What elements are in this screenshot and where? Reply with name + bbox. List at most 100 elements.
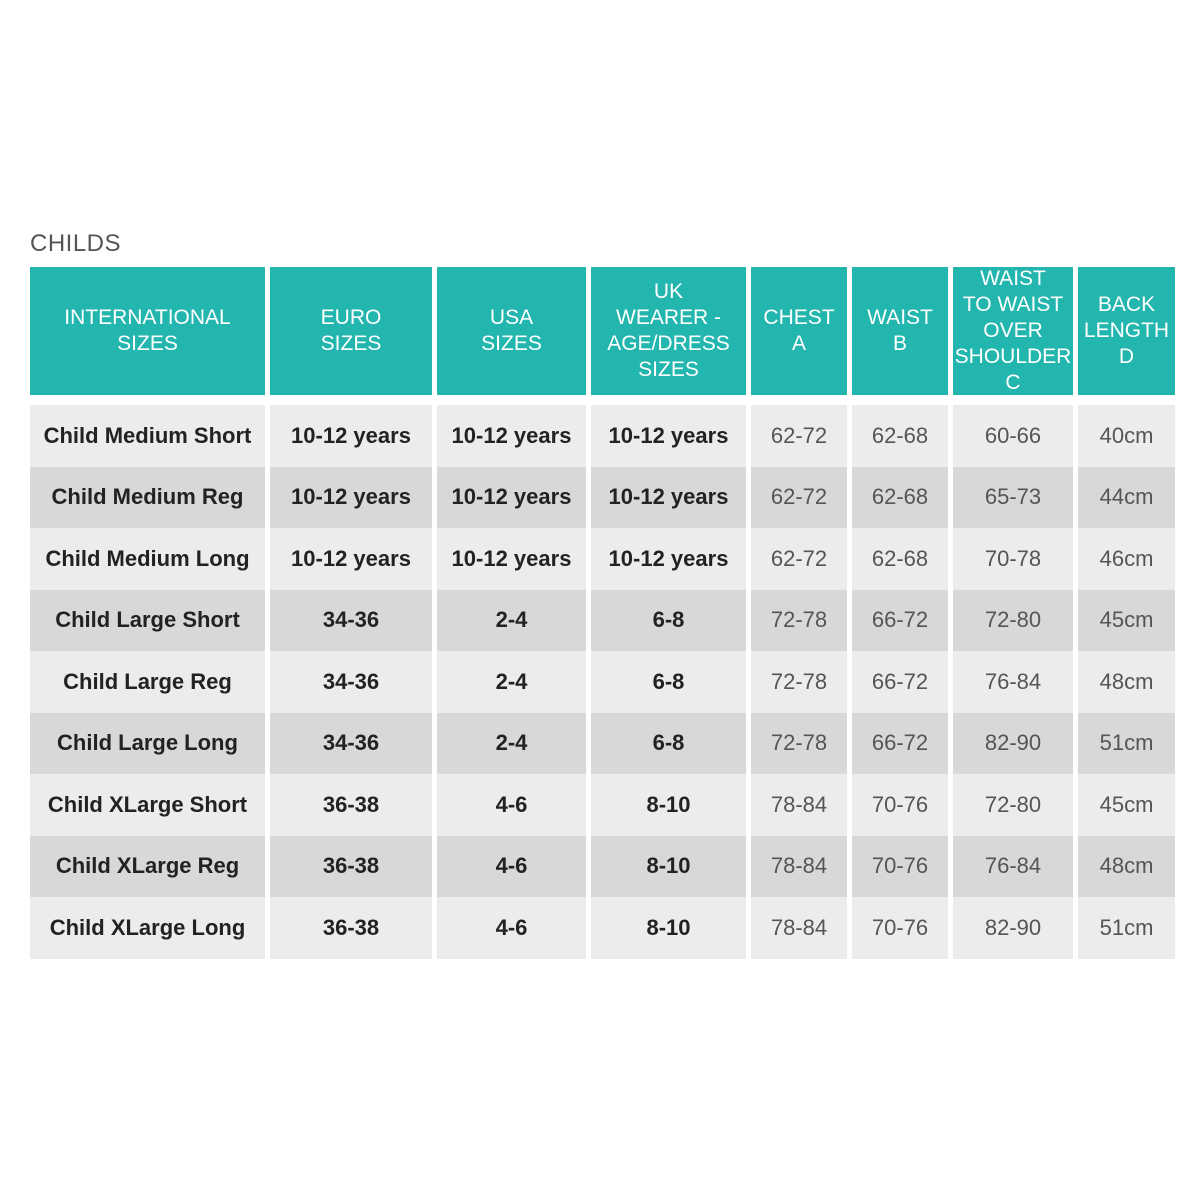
header-line: INTERNATIONAL [64,306,231,329]
header-line: B [892,332,907,355]
header-line: A [791,332,806,355]
table-cell: 36-38 [270,774,432,836]
table-cell: 34-36 [270,712,432,774]
table-cell: 10-12 years [591,405,746,467]
table-cell: 36-38 [270,897,432,959]
table-cell: 72-78 [751,589,847,651]
table-cell: 4-6 [437,835,586,897]
table-cell: 72-78 [751,651,847,713]
table-cell: 10-12 years [270,466,432,528]
table-cell: 10-12 years [270,528,432,590]
table-cell: 65-73 [953,466,1073,528]
table-cell: 10-12 years [437,528,586,590]
table-cell: 51cm [1078,897,1175,959]
table-cell: 78-84 [751,835,847,897]
table-cell: 62-72 [751,466,847,528]
table-cell: Child Medium Reg [30,466,265,528]
header-cell: WAIST B [852,267,948,395]
header-line: WEARER - [616,306,721,329]
table-cell: 6-8 [591,712,746,774]
header-line: UK [653,280,684,303]
header-cell: WAIST TO WAIST OVER SHOULDER C [953,267,1073,395]
header-line: USA [489,306,534,329]
header-line: CHEST [763,306,835,329]
table-cell: Child XLarge Long [30,897,265,959]
table-cell: 10-12 years [591,528,746,590]
table-cell: 51cm [1078,712,1175,774]
table-cell: 4-6 [437,897,586,959]
table-cell: 44cm [1078,466,1175,528]
table-cell: 2-4 [437,712,586,774]
table-cell: 45cm [1078,589,1175,651]
table-cell: 36-38 [270,835,432,897]
table-cell: 62-72 [751,528,847,590]
header-line: WAIST [980,267,1046,290]
table-cell: 82-90 [953,712,1073,774]
header-line: D [1118,345,1135,368]
table-cell: 10-12 years [437,466,586,528]
table-cell: Child Medium Long [30,528,265,590]
header-line: SIZES [481,332,542,355]
header-line: LENGTH [1083,319,1170,342]
table-cell: 72-80 [953,774,1073,836]
table-cell: 66-72 [852,712,948,774]
table-cell: Child Large Long [30,712,265,774]
header-line: BACK [1097,293,1156,316]
header-cell: INTERNATIONAL SIZES [30,267,265,395]
table-cell: Child XLarge Short [30,774,265,836]
table-cell: 70-76 [852,835,948,897]
table-cell: 66-72 [852,589,948,651]
table-cell: 82-90 [953,897,1073,959]
table-cell: Child Large Reg [30,651,265,713]
header-line: TO WAIST [962,293,1064,316]
table-cell: 76-84 [953,835,1073,897]
table-cell: 6-8 [591,589,746,651]
table-cell: 8-10 [591,835,746,897]
header-cell: UK WEARER - AGE/DRESS SIZES [591,267,746,395]
table-cell: 4-6 [437,774,586,836]
table-title: CHILDS [30,230,122,257]
table-cell: 34-36 [270,651,432,713]
table-cell: 8-10 [591,774,746,836]
table-cell: 10-12 years [270,405,432,467]
header-line: SIZES [320,332,382,355]
table-cell: 6-8 [591,651,746,713]
table-cell: 8-10 [591,897,746,959]
table-cell: 70-78 [953,528,1073,590]
table-cell: 60-66 [953,405,1073,467]
header-line: SIZES [117,332,178,355]
header-cell: CHEST A [751,267,847,395]
table-cell: 34-36 [270,589,432,651]
table-cell: 78-84 [751,774,847,836]
table-cell: 62-68 [852,528,948,590]
header-cell: EURO SIZES [270,267,432,395]
table-cell: 70-76 [852,774,948,836]
table-cell: 48cm [1078,835,1175,897]
table-cell: Child Medium Short [30,405,265,467]
header-cell: USA SIZES [437,267,586,395]
table-cell: 76-84 [953,651,1073,713]
table-cell: 45cm [1078,774,1175,836]
header-line: C [1005,371,1021,394]
table-cell: 72-78 [751,712,847,774]
table-cell: Child XLarge Reg [30,835,265,897]
table-cell: 66-72 [852,651,948,713]
header-line: SHOULDER [954,345,1072,368]
table-cell: 40cm [1078,405,1175,467]
header-line: EURO [320,306,382,329]
table-cell: 2-4 [437,651,586,713]
header-line: OVER [983,319,1043,342]
table-cell: 78-84 [751,897,847,959]
header-line: SIZES [638,358,699,381]
table-cell: 72-80 [953,589,1073,651]
size-table: INTERNATIONAL SIZES EURO SIZES USA SIZES UK WEA… [30,267,1175,959]
table-cell: 2-4 [437,589,586,651]
header-line: AGE/DRESS [607,332,730,355]
table-cell: 62-68 [852,405,948,467]
table-cell: 10-12 years [437,405,586,467]
table-cell: Child Large Short [30,589,265,651]
header-cell: BACK LENGTH D [1078,267,1175,395]
table-cell: 62-68 [852,466,948,528]
table-cell: 62-72 [751,405,847,467]
